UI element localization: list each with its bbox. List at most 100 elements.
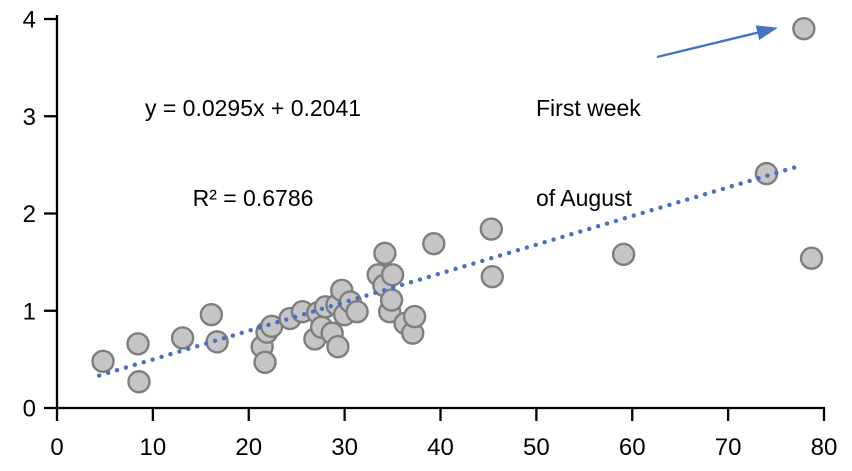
trendline-dot — [319, 306, 325, 312]
trendline-dot — [631, 213, 636, 218]
trendline-dot — [604, 221, 610, 226]
trendline-dot — [382, 288, 387, 293]
trendline-dot — [551, 237, 556, 242]
trendline-dot — [337, 301, 342, 306]
y-axis-tick-label: 4 — [23, 7, 36, 34]
trendline-dot — [524, 245, 530, 250]
trendline-dot — [301, 312, 307, 317]
trendline-dot — [444, 269, 449, 274]
x-axis-tick-label: 40 — [427, 434, 454, 461]
trendline-dot — [177, 349, 182, 354]
trendline-dot — [667, 202, 672, 208]
trendline-dot — [292, 314, 298, 320]
trendline-dot — [738, 181, 743, 186]
y-axis-tick-label: 0 — [23, 396, 36, 423]
trendline-dot — [693, 194, 699, 200]
trendline-dot — [328, 304, 334, 309]
data-point — [480, 265, 504, 289]
data-point — [205, 330, 229, 354]
trendline-dot — [542, 240, 547, 245]
trendline-dot — [747, 178, 752, 184]
trendline-dot — [275, 320, 280, 325]
trendline-equation-line: y = 0.0295x + 0.2041 — [144, 95, 362, 121]
trendline-dot — [676, 200, 681, 205]
data-point — [422, 231, 446, 256]
trendline-dot — [729, 184, 734, 189]
y-axis-tick-label: 1 — [23, 298, 36, 325]
trendline-dot — [408, 280, 414, 285]
trendline-dot — [221, 336, 227, 341]
trendline-dot — [355, 296, 360, 301]
trendline-dot — [497, 253, 503, 258]
data-point — [253, 350, 277, 374]
trendline-dot — [150, 357, 155, 362]
trendline-dot — [560, 234, 565, 240]
x-axis-tick-label: 20 — [235, 434, 262, 461]
trendline-dot — [248, 328, 253, 333]
annotation-arrowhead — [755, 25, 778, 40]
data-point — [379, 288, 404, 312]
data-point — [127, 370, 151, 394]
x-axis-tick-label: 60 — [619, 434, 646, 461]
x-axis-tick-label: 30 — [331, 434, 358, 461]
trendline-dot — [159, 354, 164, 360]
annotation-label: First week of August — [536, 33, 641, 273]
trendline-r-squared-line: R² = 0.6786 — [192, 185, 314, 211]
y-axis-tick-label: 3 — [23, 104, 36, 131]
trendline-dot — [346, 298, 351, 304]
trendline-dot — [168, 351, 173, 357]
trendline-dot — [212, 338, 218, 344]
trendline-dot — [569, 232, 574, 237]
data-point — [792, 17, 816, 41]
trendline-dot — [417, 277, 423, 282]
x-axis-tick-label: 50 — [523, 434, 550, 461]
data-point — [345, 300, 369, 324]
data-point — [479, 217, 504, 241]
trendline-dot — [649, 208, 654, 213]
trendline-dot — [426, 274, 432, 280]
trendline-dot — [533, 242, 538, 248]
trendline-dot — [774, 170, 779, 176]
trendline-dot — [658, 205, 663, 210]
trendline-dot — [96, 373, 102, 378]
data-point — [199, 302, 224, 327]
x-axis-tick-label: 10 — [140, 434, 167, 461]
data-point — [326, 335, 350, 359]
trendline-dot — [194, 344, 200, 349]
trendline-dot — [613, 218, 619, 224]
y-axis-tick-label: 2 — [23, 201, 36, 228]
annotation-arrow-line — [656, 31, 758, 59]
trendline-dot — [186, 346, 191, 352]
trendline-dot — [114, 367, 120, 373]
trendline-dot — [230, 333, 236, 338]
x-axis-tick-label: 80 — [811, 434, 838, 461]
trendline-dot — [105, 370, 111, 376]
trendline-dot — [364, 293, 369, 298]
trendline-dot — [310, 309, 316, 314]
trendline-equation-label: y = 0.0295x + 0.2041 R² = 0.6786 — [93, 33, 413, 273]
trendline-dot — [203, 341, 209, 346]
trendline-dot — [435, 272, 440, 277]
data-point — [799, 246, 824, 270]
data-point — [91, 349, 115, 374]
x-axis-tick-label: 70 — [715, 434, 742, 461]
trendline-dot — [480, 258, 485, 264]
trendline-dot — [595, 224, 601, 229]
trendline-dot — [506, 250, 512, 256]
annotation-line-1: First week — [536, 95, 641, 121]
trendline-dot — [756, 176, 761, 181]
data-point — [170, 326, 195, 350]
trendline-dot — [702, 192, 708, 197]
trendline-dot — [640, 210, 645, 216]
trendline-dot — [141, 359, 146, 365]
trendline-dot — [123, 365, 129, 370]
data-point — [611, 242, 636, 267]
trendline-dot — [783, 168, 788, 173]
data-point — [402, 304, 427, 329]
trendline-dot — [462, 264, 467, 269]
trendline-dot — [587, 226, 592, 232]
trendline-dot — [399, 282, 405, 288]
trendline-dot — [257, 325, 262, 330]
